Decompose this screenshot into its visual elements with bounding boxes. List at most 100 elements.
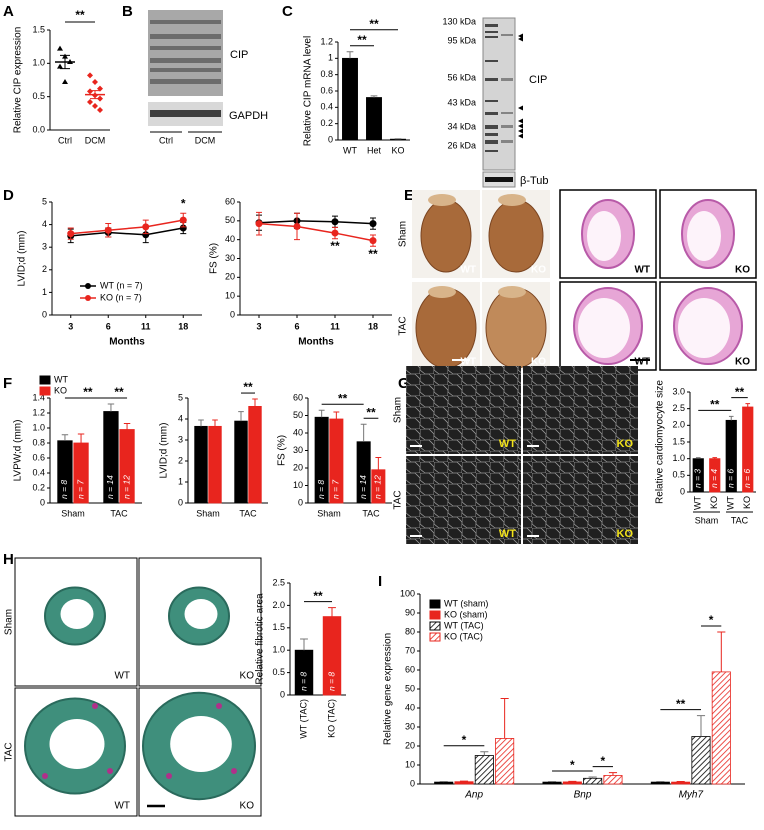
fibrosis — [216, 703, 222, 709]
panel-letter: C — [282, 3, 293, 20]
y-tick-label: 0.5 — [272, 667, 285, 677]
section-label: WT — [114, 671, 130, 682]
legend-swatch — [429, 621, 441, 631]
y-tick-label: 70 — [405, 645, 415, 655]
n-label: n = 8 — [298, 672, 308, 691]
y-tick-label: 50 — [405, 683, 415, 693]
error-bar — [238, 411, 244, 422]
point — [369, 237, 377, 245]
x-tick-label: TAC — [239, 508, 257, 518]
error-bar — [547, 781, 557, 783]
x-tick-label: 18 — [368, 321, 378, 331]
x-tick-label: Sham — [61, 508, 85, 518]
blot-band — [485, 150, 498, 152]
y-tick-label: 20 — [405, 740, 415, 750]
y-tick-label: 3.0 — [672, 386, 685, 396]
error-bar — [588, 776, 597, 779]
blot-band — [501, 125, 513, 128]
y-axis-label: Relative gene expression — [383, 633, 394, 745]
blot-band — [501, 78, 513, 81]
error-bar — [717, 631, 726, 672]
y-tick-label: 10 — [405, 759, 415, 769]
blot-band — [150, 34, 221, 39]
blot — [482, 17, 516, 171]
significance: * — [462, 733, 467, 747]
blot-band — [485, 78, 498, 81]
blot-band — [485, 177, 513, 182]
marker-label: 130 kDa — [442, 16, 476, 26]
x-tick-label: 6 — [294, 321, 299, 331]
y-tick-label: 0.0 — [32, 124, 45, 134]
bar — [650, 781, 670, 785]
error-bar — [360, 423, 367, 442]
bar — [603, 775, 623, 785]
y-tick-label: 90 — [405, 607, 415, 617]
blot-band — [485, 36, 498, 38]
heart — [420, 199, 472, 273]
blot-band — [150, 20, 221, 24]
y-tick-label: 10 — [293, 480, 303, 490]
error-bar — [696, 715, 706, 737]
error-bar — [459, 780, 469, 782]
bar — [583, 777, 603, 785]
n-label: n = 7 — [331, 480, 341, 499]
y-axis-label: LVID;d (mm) — [159, 423, 170, 479]
photo-label: WT — [460, 357, 476, 368]
bar — [711, 671, 731, 785]
error-bar — [568, 780, 577, 782]
y-tick-label: 0.8 — [320, 69, 333, 79]
bar — [208, 425, 222, 504]
blot-band — [501, 112, 513, 114]
y-axis-label: FS (%) — [277, 435, 288, 466]
x-tick-label: Anp — [464, 790, 483, 801]
error-bar — [212, 419, 218, 427]
point — [57, 45, 63, 51]
point — [142, 231, 150, 239]
y-tick-label: 20 — [225, 272, 235, 282]
x-tick-label: WT — [693, 496, 703, 510]
point — [87, 99, 93, 105]
y-tick-label: 1.5 — [272, 622, 285, 632]
point — [179, 216, 187, 224]
micrograph-label: WT — [499, 528, 516, 540]
y-tick-label: 10 — [225, 291, 235, 301]
point — [62, 79, 68, 84]
y-tick-label: 60 — [225, 196, 235, 206]
row-label: TAC — [393, 490, 404, 509]
error-bar — [439, 781, 448, 783]
error-bar — [608, 772, 618, 776]
x-tick-label: 18 — [178, 321, 188, 331]
blot-label: GAPDH — [229, 110, 268, 122]
bar — [495, 738, 515, 785]
y-tick-label: 30 — [293, 445, 303, 455]
error-bar — [198, 419, 204, 427]
marker-label: 26 kDa — [447, 140, 476, 150]
point — [255, 220, 263, 228]
blot-band — [150, 110, 221, 117]
heart-vessel — [428, 194, 456, 206]
bar — [194, 425, 208, 504]
blot-band — [485, 24, 498, 27]
point — [97, 107, 103, 113]
x-tick-label: KO — [709, 496, 719, 509]
y-tick-label: 0 — [280, 689, 285, 699]
section-lumen — [687, 211, 721, 261]
y-tick-label: 5 — [42, 196, 47, 206]
sem-bar — [90, 90, 100, 100]
significance: * — [600, 754, 605, 768]
n-label: n = 12 — [121, 475, 131, 499]
marker-label: 56 kDa — [447, 72, 476, 82]
panel-letter: I — [378, 573, 382, 590]
error-bar — [123, 423, 131, 430]
error-bar — [500, 698, 509, 739]
y-tick-label: 0.5 — [672, 470, 685, 480]
section-lumen — [170, 716, 232, 772]
significance: * — [709, 613, 714, 627]
fibrosis — [92, 703, 98, 709]
row-label: Sham — [393, 397, 404, 423]
micrograph — [523, 456, 638, 544]
y-tick-label: 0.2 — [320, 118, 333, 128]
y-tick-label: 50 — [293, 410, 303, 420]
x-tick-label: Het — [367, 145, 382, 155]
x-tick-label: Sham — [317, 508, 341, 518]
